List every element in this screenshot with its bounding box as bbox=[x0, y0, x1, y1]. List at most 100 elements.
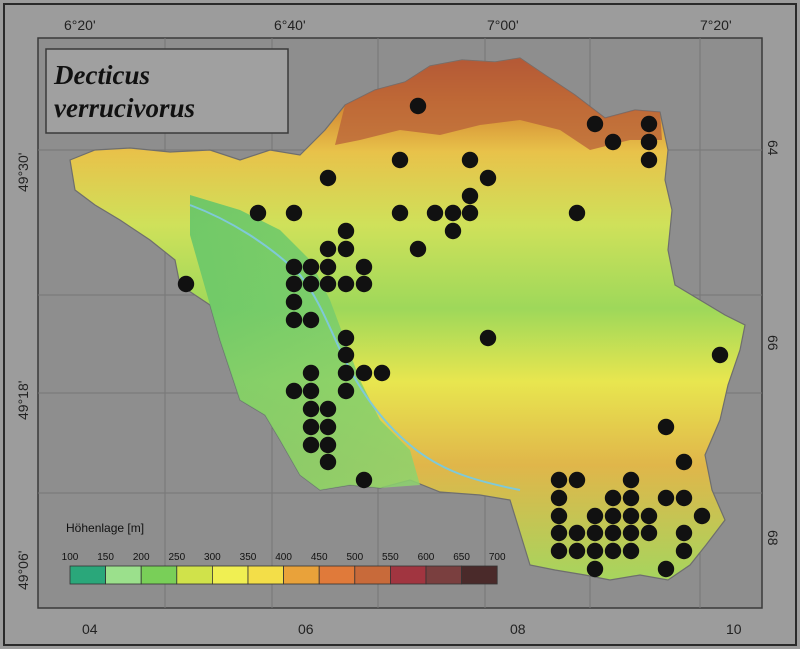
title-box bbox=[45, 48, 289, 134]
occurrence-dot bbox=[302, 311, 320, 329]
bottom-coordinate-labels: 04 06 08 10 bbox=[82, 621, 742, 637]
right-label: 64 bbox=[765, 140, 781, 156]
occurrence-dot bbox=[640, 115, 658, 133]
left-label: 49°30' bbox=[15, 153, 31, 192]
occurrence-dot bbox=[675, 542, 693, 560]
occurrence-dot bbox=[249, 204, 267, 222]
occurrence-dot bbox=[319, 240, 337, 258]
legend-title: Höhenlage [m] bbox=[66, 521, 144, 535]
occurrence-dot bbox=[285, 204, 303, 222]
occurrence-dot bbox=[604, 507, 622, 525]
occurrence-dot bbox=[479, 329, 497, 347]
right-label: 68 bbox=[765, 530, 781, 546]
occurrence-dot bbox=[461, 204, 479, 222]
occurrence-dot bbox=[409, 97, 427, 115]
legend-tick-label: 250 bbox=[168, 552, 185, 563]
occurrence-dot bbox=[568, 524, 586, 542]
occurrence-dot bbox=[622, 542, 640, 560]
bottom-label: 06 bbox=[298, 621, 314, 637]
legend-tick-label: 200 bbox=[133, 552, 150, 563]
occurrence-dot bbox=[337, 222, 355, 240]
occurrence-dot bbox=[675, 489, 693, 507]
occurrence-dot bbox=[550, 471, 568, 489]
legend-swatch bbox=[318, 565, 356, 585]
hunsrueck-highlands bbox=[335, 58, 662, 150]
legend-swatch bbox=[461, 565, 498, 585]
occurrence-dot bbox=[568, 471, 586, 489]
occurrence-dot bbox=[355, 471, 373, 489]
occurrence-dot bbox=[550, 507, 568, 525]
occurrence-dot bbox=[461, 187, 479, 205]
bottom-label: 04 bbox=[82, 621, 98, 637]
occurrence-dot bbox=[586, 507, 604, 525]
occurrence-dot bbox=[373, 364, 391, 382]
occurrence-dot bbox=[319, 453, 337, 471]
occurrence-dot bbox=[319, 436, 337, 454]
occurrence-dot bbox=[640, 151, 658, 169]
legend-tick-label: 300 bbox=[204, 552, 221, 563]
left-coordinate-labels: 49°30' 49°18' 49°06' bbox=[15, 153, 31, 590]
left-label: 49°18' bbox=[15, 381, 31, 420]
occurrence-dot bbox=[604, 524, 622, 542]
occurrence-dot bbox=[319, 169, 337, 187]
occurrence-dot bbox=[550, 542, 568, 560]
occurrence-dot bbox=[302, 400, 320, 418]
occurrence-dot bbox=[444, 204, 462, 222]
occurrence-dot bbox=[302, 364, 320, 382]
occurrence-dot bbox=[319, 258, 337, 276]
occurrence-dot bbox=[177, 275, 195, 293]
legend-swatch bbox=[211, 565, 249, 585]
occurrence-dot bbox=[550, 489, 568, 507]
occurrence-dot bbox=[391, 151, 409, 169]
occurrence-dot bbox=[640, 133, 658, 151]
right-coordinate-labels: 64 66 68 bbox=[765, 140, 781, 546]
legend-tick-label: 100 bbox=[62, 552, 79, 563]
legend-tick-label: 400 bbox=[275, 552, 292, 563]
occurrence-dot bbox=[302, 258, 320, 276]
legend-tick-label: 450 bbox=[311, 552, 328, 563]
occurrence-dot bbox=[285, 293, 303, 311]
occurrence-layer bbox=[177, 97, 729, 578]
occurrence-dot bbox=[355, 258, 373, 276]
occurrence-dot bbox=[302, 275, 320, 293]
occurrence-dot bbox=[675, 524, 693, 542]
occurrence-dot bbox=[622, 489, 640, 507]
occurrence-dot bbox=[337, 364, 355, 382]
occurrence-dot bbox=[586, 542, 604, 560]
occurrence-dot bbox=[604, 489, 622, 507]
legend-swatch bbox=[354, 565, 391, 585]
occurrence-dot bbox=[355, 275, 373, 293]
occurrence-dot bbox=[604, 542, 622, 560]
occurrence-dot bbox=[622, 471, 640, 489]
legend-swatch bbox=[425, 565, 462, 585]
occurrence-dot bbox=[285, 258, 303, 276]
occurrence-dot bbox=[302, 382, 320, 400]
occurrence-dot bbox=[409, 240, 427, 258]
occurrence-dot bbox=[568, 204, 586, 222]
legend-swatch bbox=[389, 565, 427, 585]
occurrence-dot bbox=[622, 507, 640, 525]
occurrence-dot bbox=[337, 240, 355, 258]
bottom-label: 10 bbox=[726, 621, 742, 637]
occurrence-dot bbox=[604, 133, 622, 151]
occurrence-dot bbox=[355, 364, 373, 382]
occurrence-dot bbox=[568, 542, 586, 560]
occurrence-dot bbox=[461, 151, 479, 169]
occurrence-dot bbox=[285, 311, 303, 329]
occurrence-dot bbox=[426, 204, 444, 222]
saar-valley bbox=[190, 195, 420, 490]
occurrence-dot bbox=[337, 346, 355, 364]
title-line-2: verrucivorus bbox=[54, 93, 195, 123]
top-label: 6°40' bbox=[274, 17, 306, 33]
legend-tick-label: 350 bbox=[240, 552, 257, 563]
occurrence-dot bbox=[586, 115, 604, 133]
left-label: 49°06' bbox=[15, 551, 31, 590]
occurrence-dot bbox=[622, 524, 640, 542]
occurrence-dot bbox=[337, 329, 355, 347]
occurrence-dot bbox=[586, 560, 604, 578]
occurrence-dot bbox=[285, 382, 303, 400]
top-label: 7°20' bbox=[700, 17, 732, 33]
occurrence-dot bbox=[479, 169, 497, 187]
occurrence-dot bbox=[657, 560, 675, 578]
